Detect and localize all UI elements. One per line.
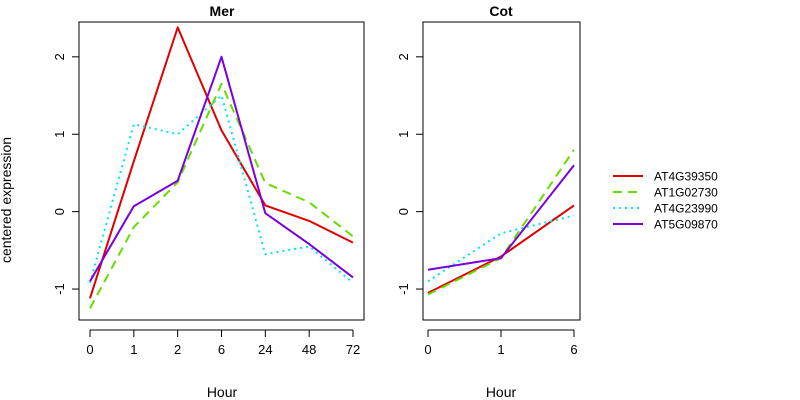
y-tick-label: -1 bbox=[396, 283, 411, 295]
legend-label: AT1G02730 bbox=[654, 186, 718, 200]
legend-label: AT4G39350 bbox=[654, 170, 718, 184]
axes-mer: -1 0 1 2 0 1 2 6 24 48 72 bbox=[52, 53, 360, 357]
x-axis-label-cot: Hour bbox=[486, 384, 517, 400]
legend-item-at5g09870: AT5G09870 bbox=[613, 218, 718, 232]
series-line-at4g39350 bbox=[427, 204, 575, 294]
plot-frame-mer bbox=[78, 21, 365, 321]
series-line-at1g02730 bbox=[89, 82, 354, 309]
plot-frame-cot bbox=[422, 21, 581, 321]
y-tick-label: 0 bbox=[52, 208, 67, 215]
x-tick-label: 24 bbox=[258, 342, 272, 357]
x-tick-label: 1 bbox=[497, 342, 504, 357]
legend-label: AT4G23990 bbox=[654, 202, 718, 216]
series-line-at4g39350 bbox=[89, 26, 354, 299]
panel-title-mer: Mer bbox=[210, 3, 235, 19]
y-tick-label: 1 bbox=[52, 131, 67, 138]
x-tick-label: 48 bbox=[302, 342, 316, 357]
x-tick-label: 6 bbox=[570, 342, 577, 357]
series-line-at1g02730 bbox=[427, 149, 575, 296]
y-tick-label: 2 bbox=[396, 53, 411, 60]
panel-mer: Mer -1 0 1 2 0 1 2 6 24 48 72 Hour bbox=[52, 3, 365, 400]
panel-cot: Cot -1 0 1 2 0 1 6 Hour bbox=[396, 3, 581, 400]
legend-item-at1g02730: AT1G02730 bbox=[613, 186, 718, 200]
y-tick-label: 1 bbox=[396, 131, 411, 138]
y-tick-label: 0 bbox=[396, 208, 411, 215]
series-line-at5g09870 bbox=[427, 164, 575, 271]
legend-item-at4g39350: AT4G39350 bbox=[613, 170, 718, 184]
x-tick-label: 0 bbox=[424, 342, 431, 357]
x-tick-label: 2 bbox=[174, 342, 181, 357]
x-tick-label: 72 bbox=[346, 342, 360, 357]
series-cot bbox=[427, 149, 575, 296]
axes-cot: -1 0 1 2 0 1 6 bbox=[396, 53, 578, 357]
legend-item-at4g23990: AT4G23990 bbox=[613, 202, 718, 216]
y-tick-label: 2 bbox=[52, 53, 67, 60]
series-mer bbox=[89, 26, 354, 309]
x-tick-label: 6 bbox=[218, 342, 225, 357]
series-line-at4g23990 bbox=[89, 94, 354, 284]
x-tick-label: 1 bbox=[130, 342, 137, 357]
y-tick-label: -1 bbox=[52, 283, 67, 295]
series-line-at5g09870 bbox=[89, 55, 354, 282]
x-axis-label-mer: Hour bbox=[207, 384, 238, 400]
x-tick-label: 0 bbox=[86, 342, 93, 357]
legend-label: AT5G09870 bbox=[654, 218, 718, 232]
series-line-at4g23990 bbox=[427, 214, 575, 283]
legend: AT4G39350 AT1G02730 AT4G23990 AT5G09870 bbox=[613, 170, 718, 232]
panel-title-cot: Cot bbox=[489, 3, 513, 19]
y-axis-label: centered expression bbox=[0, 137, 14, 263]
